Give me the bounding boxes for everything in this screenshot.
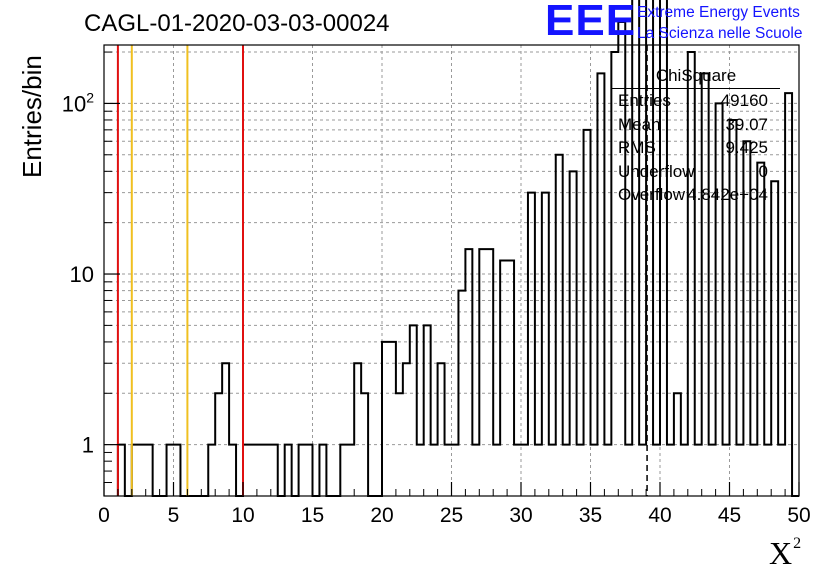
stats-row-rms: RMS 9.425 bbox=[612, 136, 780, 160]
x-tick-label: 50 bbox=[787, 504, 810, 527]
eee-logo: EEE bbox=[545, 0, 637, 45]
stats-label: Underflow bbox=[618, 161, 695, 181]
chart-title: CAGL-01-2020-03-03-00024 bbox=[84, 10, 390, 37]
y-tick-label: 10 bbox=[70, 262, 94, 287]
x-tick-label: 25 bbox=[440, 504, 463, 527]
stats-box: ChiSquare Entries 49160 Mean 39.07 RMS 9… bbox=[612, 64, 780, 207]
stats-label: Overflow bbox=[618, 185, 686, 204]
stats-value: 49160 bbox=[720, 91, 768, 110]
logo-subtitle-2: La Scienza nelle Scuole bbox=[637, 25, 803, 42]
x-tick-label: 45 bbox=[718, 504, 741, 527]
x-tick-label: 0 bbox=[98, 504, 110, 527]
stats-row-underflow: Underflow 0 bbox=[612, 160, 780, 184]
x-tick-label: 30 bbox=[509, 504, 532, 527]
x-tick-label: 20 bbox=[370, 504, 393, 527]
y-axis-label: Entries/bin bbox=[17, 55, 47, 178]
x-tick-label: 10 bbox=[231, 504, 254, 527]
logo-subtitle-1: Extreme Energy Events bbox=[637, 4, 800, 21]
x-axis-label: X2 bbox=[769, 535, 802, 571]
x-tick-label: 5 bbox=[168, 504, 180, 527]
stats-label: Mean bbox=[618, 114, 661, 134]
stats-value: 0 bbox=[758, 161, 768, 181]
x-tick-label: 35 bbox=[579, 504, 602, 527]
stats-row-overflow: Overflow 4.842e+04 bbox=[612, 183, 780, 207]
stats-value: 4.842e+04 bbox=[687, 185, 768, 204]
stats-label: Entries bbox=[618, 91, 671, 110]
y-tick-label: 1 bbox=[82, 433, 94, 458]
y-tick-label: 102 bbox=[62, 89, 94, 116]
stats-value: 9.425 bbox=[725, 138, 768, 157]
x-tick-label: 15 bbox=[301, 504, 324, 527]
stats-value: 39.07 bbox=[725, 114, 768, 134]
stats-row-entries: Entries 49160 bbox=[612, 89, 780, 113]
stats-row-mean: Mean 39.07 bbox=[612, 113, 780, 137]
stats-title: ChiSquare bbox=[612, 64, 780, 89]
x-tick-label: 40 bbox=[648, 504, 671, 527]
stats-label: RMS bbox=[618, 138, 656, 157]
